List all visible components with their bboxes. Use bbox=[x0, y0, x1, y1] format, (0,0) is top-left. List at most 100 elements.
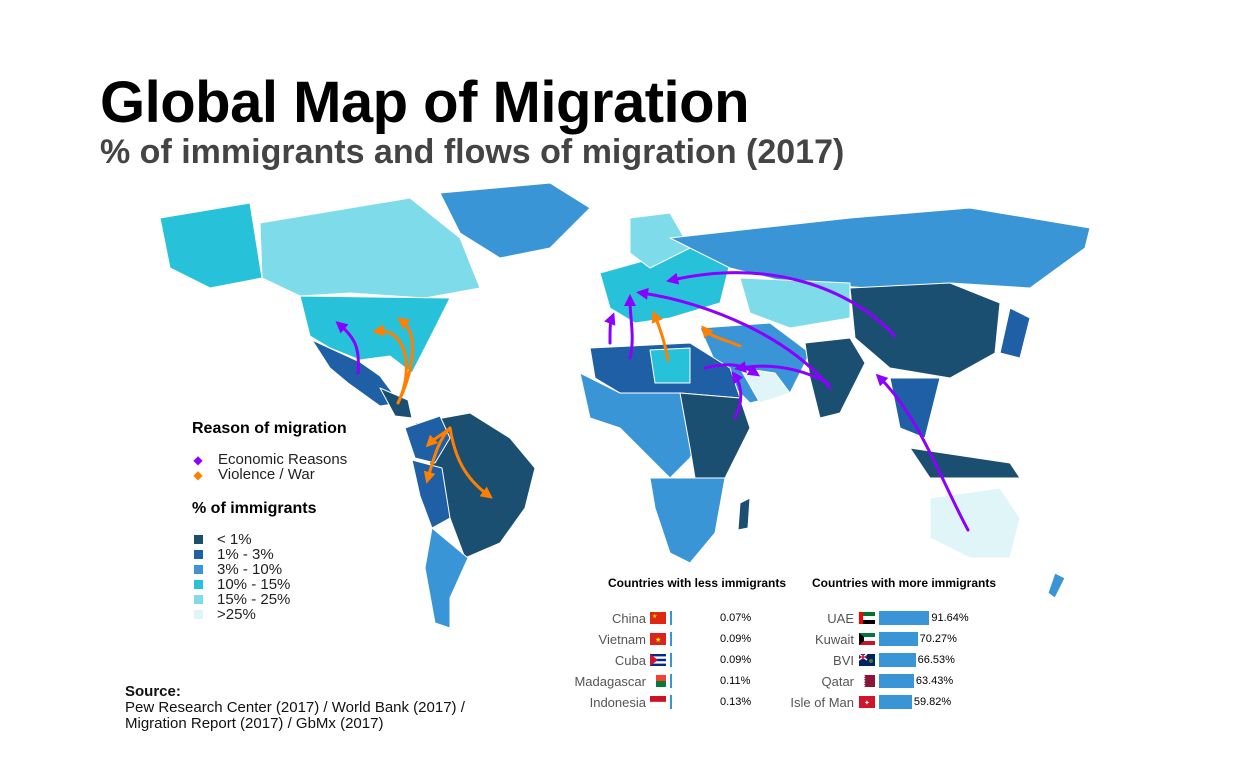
table-row: UAE 91.64% bbox=[0, 610, 1248, 626]
legend-war-icon: ◆ bbox=[193, 467, 203, 482]
region-alaska bbox=[159, 202, 263, 289]
flow-economic-africa-europe-2 bbox=[604, 312, 616, 345]
legend-bin-label: 15% - 25% bbox=[217, 591, 291, 608]
region-usa bbox=[299, 295, 451, 374]
flow-war-syria-europe bbox=[701, 325, 742, 348]
value-bar bbox=[879, 653, 916, 667]
legend-bin-label: < 1% bbox=[217, 531, 252, 548]
value-bar bbox=[670, 611, 672, 625]
region-india bbox=[804, 337, 866, 419]
table-row: Madagascar 0.11% bbox=[0, 673, 1248, 689]
source-line-2: Migration Report (2017) / GbMx (2017) bbox=[125, 715, 384, 732]
region-madagascar bbox=[737, 497, 751, 531]
legend-economic-icon: ◆ bbox=[193, 452, 203, 467]
flow-economic-africa-gulf bbox=[731, 371, 744, 420]
region-central-america bbox=[379, 387, 413, 419]
value-label: 0.11% bbox=[720, 675, 751, 687]
region-scandinavia bbox=[629, 212, 691, 269]
source-note: Source: Pew Research Center (2017) / Wor… bbox=[125, 684, 465, 732]
region-central-asia bbox=[739, 277, 851, 329]
value-bar bbox=[879, 632, 918, 646]
legend-bin: 15% - 25% bbox=[192, 591, 347, 608]
region-gulf bbox=[739, 367, 791, 404]
more-header: Countries with more immigrants bbox=[812, 576, 997, 590]
legend-bin: 1% - 3% bbox=[192, 546, 347, 563]
region-peru bbox=[411, 459, 451, 529]
legend-bin: 10% - 15% bbox=[192, 576, 347, 593]
region-new-zealand bbox=[1047, 572, 1066, 599]
legend-reason-label: Economic Reasons bbox=[218, 451, 348, 468]
legend-swatch bbox=[194, 535, 203, 544]
legend-bin-label: 3% - 10% bbox=[217, 561, 283, 578]
legend: Reason of migration ◆ Economic Reasons ◆… bbox=[192, 420, 348, 623]
value-label: 0.09% bbox=[720, 654, 752, 666]
svg-text:✦: ✦ bbox=[864, 699, 870, 707]
flag-kw-icon bbox=[859, 633, 875, 645]
region-libya bbox=[649, 347, 691, 384]
page-title: Global Map of Migration bbox=[100, 70, 750, 135]
region-indonesia bbox=[909, 447, 1021, 479]
flow-war-venezuela-3 bbox=[425, 426, 452, 448]
flow-war-venezuela-2 bbox=[448, 426, 493, 499]
legend-swatch bbox=[194, 565, 203, 574]
value-label: 70.27% bbox=[919, 633, 957, 645]
flag-qa-icon bbox=[859, 675, 875, 687]
region-west-africa bbox=[579, 372, 711, 479]
legend-swatch bbox=[194, 550, 203, 559]
flow-war-libya-europe bbox=[651, 310, 670, 362]
region-australia bbox=[929, 487, 1021, 559]
region-southern-africa bbox=[649, 477, 726, 564]
region-japan bbox=[999, 307, 1031, 359]
flow-economic-africa-europe-1 bbox=[624, 294, 637, 360]
legend-bin-label: >25% bbox=[217, 606, 256, 623]
legend-swatch bbox=[194, 580, 203, 589]
value-bar bbox=[670, 653, 672, 667]
svg-text:★: ★ bbox=[652, 613, 657, 620]
flow-economic-india-europe bbox=[636, 287, 832, 390]
region-argentina bbox=[424, 527, 469, 628]
table-row: Kuwait 70.27% bbox=[0, 631, 1248, 647]
legend-bin: 3% - 10% bbox=[192, 561, 347, 578]
value-label: 91.64% bbox=[931, 612, 969, 624]
legend-reason-war: ◆ Violence / War bbox=[192, 466, 347, 483]
flow-economic-mexico-usa bbox=[335, 321, 360, 375]
table-row: Vietnam ★ 0.09% bbox=[0, 631, 1248, 647]
source-label: Source: bbox=[125, 683, 181, 700]
region-russia bbox=[669, 207, 1091, 289]
legend-bin-label: 1% - 3% bbox=[217, 546, 274, 563]
flow-economic-australia-asia bbox=[875, 373, 970, 532]
country-name: Madagascar bbox=[574, 673, 646, 689]
country-name: Indonesia bbox=[589, 694, 646, 710]
legend-reason-label: Violence / War bbox=[218, 466, 315, 483]
flow-war-central-usa-2 bbox=[396, 317, 414, 405]
region-canada bbox=[259, 197, 481, 299]
less-header: Countries with less immigrants bbox=[608, 576, 787, 590]
value-bar bbox=[879, 695, 912, 709]
value-label: 0.13% bbox=[720, 696, 752, 708]
table-row: Cuba 0.09% bbox=[0, 652, 1248, 668]
country-name: Qatar bbox=[821, 673, 854, 689]
value-label: 0.09% bbox=[720, 633, 752, 645]
value-bar bbox=[670, 674, 672, 688]
legend-reason-title: Reason of migration bbox=[192, 420, 347, 437]
table-row: Indonesia 0.13% bbox=[0, 694, 1248, 710]
flow-economic-asia-gulf bbox=[703, 363, 760, 377]
table-row: BVI 66.53% bbox=[0, 652, 1248, 668]
flag-cu-icon bbox=[650, 654, 666, 666]
region-greenland bbox=[439, 182, 591, 259]
value-bar bbox=[879, 674, 914, 688]
country-name: Kuwait bbox=[814, 631, 854, 647]
flag-ae-icon bbox=[859, 612, 875, 624]
region-china bbox=[849, 282, 1001, 379]
legend-bin-label: 10% - 15% bbox=[217, 576, 291, 593]
flag-im-icon: ✦ bbox=[859, 696, 875, 708]
country-name: Vietnam bbox=[598, 631, 646, 647]
page-subtitle: % of immigrants and flows of migration (… bbox=[100, 133, 845, 171]
legend-bin: >25% bbox=[192, 606, 347, 623]
value-label: 63.43% bbox=[915, 675, 954, 687]
country-name: Cuba bbox=[614, 652, 646, 668]
legend-pct-title: % of immigrants bbox=[192, 500, 317, 517]
country-name: China bbox=[612, 610, 646, 626]
source-line-1: Pew Research Center (2017) / World Bank … bbox=[125, 699, 465, 716]
table-row: Qatar 63.43% bbox=[0, 673, 1248, 689]
